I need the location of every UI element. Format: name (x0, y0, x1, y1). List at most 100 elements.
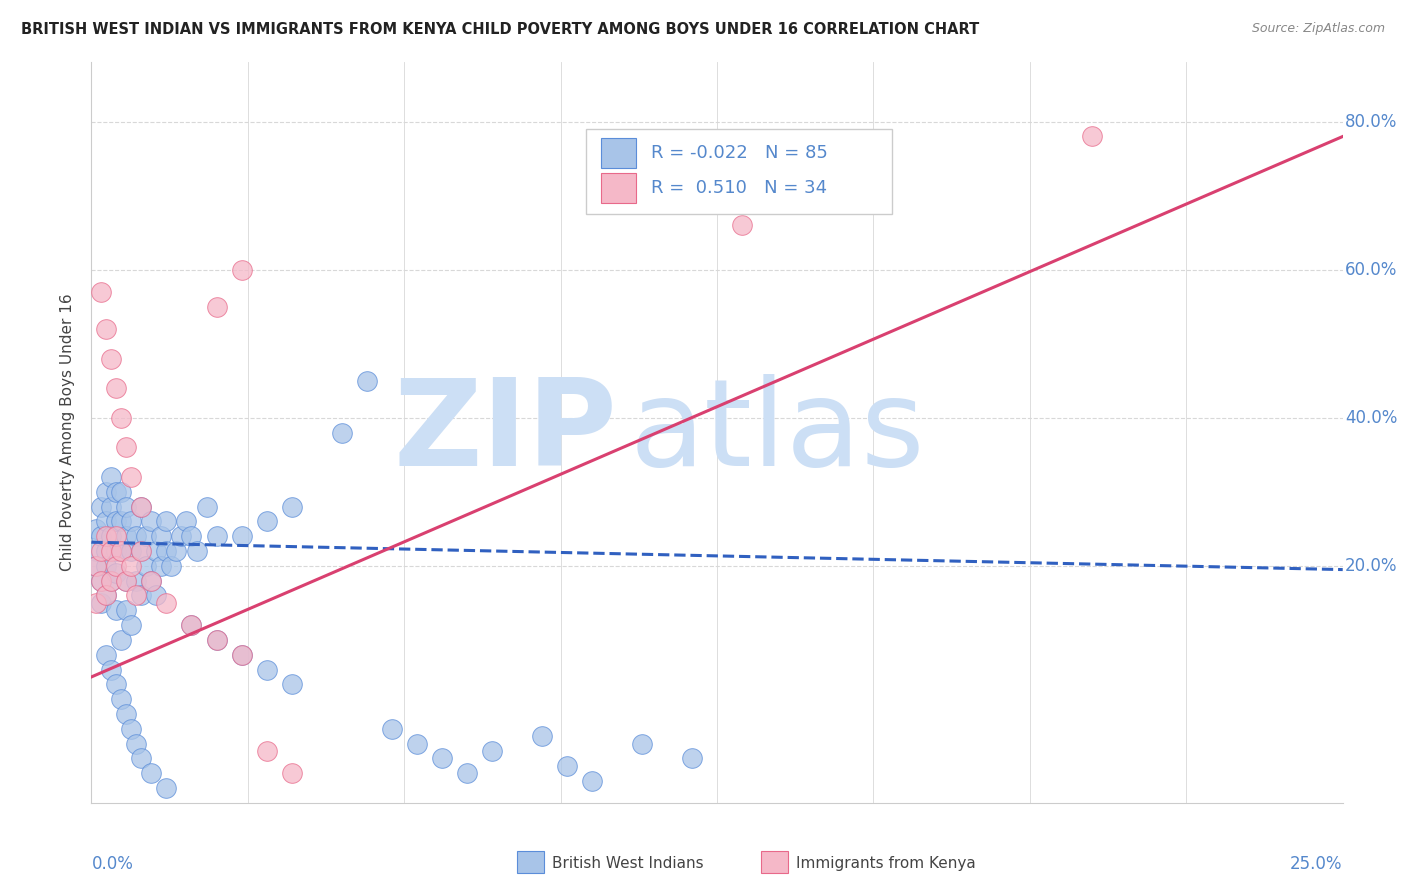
Text: 25.0%: 25.0% (1291, 855, 1343, 872)
Point (100, 351, 122, 366)
Point (125, 737, 148, 751)
Point (131, 589, 153, 603)
Text: 60.0%: 60.0% (1346, 260, 1398, 278)
Point (120, 544, 142, 558)
Point (120, 618, 142, 632)
Point (731, 219, 754, 233)
Point (96, 322, 118, 336)
Point (381, 722, 404, 736)
Point (105, 515, 128, 529)
Point (131, 500, 153, 514)
Point (110, 515, 132, 529)
Point (195, 500, 218, 514)
Point (96, 484, 118, 499)
Point (105, 484, 128, 499)
Point (160, 558, 183, 573)
Bar (600, 173, 636, 203)
Point (405, 737, 427, 751)
Point (180, 618, 202, 632)
Text: 80.0%: 80.0% (1346, 112, 1398, 130)
Point (141, 574, 163, 588)
Point (280, 500, 302, 514)
Point (180, 618, 202, 632)
Point (110, 632, 132, 647)
Point (530, 729, 553, 743)
Point (90, 596, 112, 610)
Text: Immigrants from Kenya: Immigrants from Kenya (796, 856, 976, 871)
Text: 40.0%: 40.0% (1346, 409, 1398, 426)
Point (115, 706, 138, 721)
Point (150, 558, 173, 573)
Point (90, 500, 112, 514)
Point (155, 544, 177, 558)
Point (90, 285, 112, 299)
Point (205, 529, 228, 543)
Text: 0.0%: 0.0% (91, 855, 134, 872)
Point (96, 589, 118, 603)
Point (155, 515, 177, 529)
Point (125, 574, 148, 588)
Point (115, 603, 138, 617)
Point (155, 780, 177, 795)
Point (155, 596, 177, 610)
Point (555, 758, 578, 772)
Point (100, 544, 122, 558)
Point (170, 529, 193, 543)
Bar (761, 851, 789, 873)
Point (100, 470, 122, 484)
Point (110, 410, 132, 425)
Point (105, 603, 128, 617)
Point (96, 515, 118, 529)
Point (131, 544, 153, 558)
Point (120, 558, 142, 573)
Point (86, 596, 108, 610)
Point (430, 751, 453, 765)
Point (135, 529, 157, 543)
Point (256, 744, 278, 758)
Point (90, 574, 112, 588)
Point (180, 529, 202, 543)
Text: Source: ZipAtlas.com: Source: ZipAtlas.com (1251, 22, 1385, 36)
Point (100, 663, 122, 677)
Point (145, 544, 167, 558)
Bar (517, 851, 544, 873)
Point (96, 558, 118, 573)
Point (141, 766, 163, 780)
Point (280, 766, 302, 780)
Point (115, 529, 138, 543)
Point (105, 566, 128, 581)
Point (86, 558, 108, 573)
Point (456, 766, 478, 780)
Point (110, 484, 132, 499)
Point (356, 374, 378, 388)
Text: British West Indians: British West Indians (553, 856, 703, 871)
Point (100, 574, 122, 588)
Point (120, 470, 142, 484)
Point (231, 648, 253, 662)
Text: ZIP: ZIP (394, 374, 617, 491)
Bar (586, 129, 893, 214)
Point (86, 544, 108, 558)
Point (1081, 129, 1104, 144)
Y-axis label: Child Poverty Among Boys Under 16: Child Poverty Among Boys Under 16 (60, 293, 76, 572)
Point (280, 677, 302, 691)
Point (166, 544, 188, 558)
Point (90, 544, 112, 558)
Point (256, 515, 278, 529)
Point (631, 737, 654, 751)
Text: atlas: atlas (630, 374, 925, 491)
Point (131, 751, 153, 765)
Point (90, 574, 112, 588)
Bar (600, 138, 636, 168)
Point (125, 589, 148, 603)
Point (205, 632, 228, 647)
Point (125, 529, 148, 543)
Point (90, 529, 112, 543)
Point (86, 522, 108, 536)
Point (131, 544, 153, 558)
Point (186, 544, 208, 558)
Point (481, 744, 503, 758)
Point (120, 722, 142, 736)
Point (96, 544, 118, 558)
Point (141, 515, 163, 529)
